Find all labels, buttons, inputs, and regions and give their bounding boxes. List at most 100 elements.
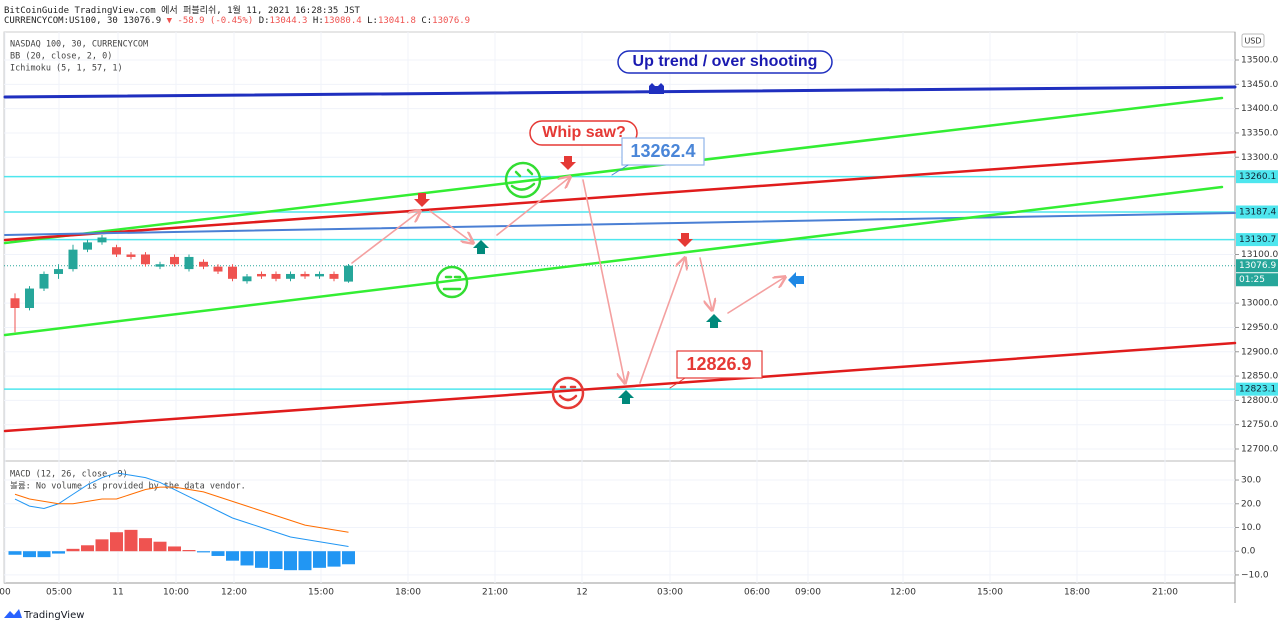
histogram-bar bbox=[110, 532, 123, 552]
y-tick-label: 20.0 bbox=[1241, 499, 1261, 509]
note-pointer bbox=[669, 377, 686, 389]
y-tick-label: 13300.0 bbox=[1241, 153, 1278, 163]
candle-body bbox=[344, 265, 353, 282]
candle-body bbox=[315, 273, 324, 277]
histogram-bar bbox=[313, 551, 326, 568]
cat-icon bbox=[649, 83, 664, 94]
histogram-bar bbox=[182, 550, 196, 552]
price-tag-label: 13260.1 bbox=[1239, 172, 1276, 182]
histogram-bar bbox=[81, 545, 94, 552]
smiley-face bbox=[558, 385, 578, 402]
trend-line bbox=[3, 85, 1237, 99]
histogram-bar bbox=[342, 551, 355, 565]
ohlc-value: 13076.9 bbox=[432, 16, 471, 26]
candle-body bbox=[68, 249, 78, 270]
histogram-bar bbox=[298, 551, 312, 571]
y-tick-label: 30.0 bbox=[1241, 476, 1261, 486]
histogram-bar bbox=[153, 541, 167, 552]
smiley bbox=[435, 265, 469, 299]
histogram-bar bbox=[284, 551, 297, 571]
candle-body bbox=[199, 261, 208, 267]
smiley-face bbox=[510, 168, 536, 191]
price-tag-label: 13130.7 bbox=[1239, 235, 1276, 245]
pane-note: 볼륨: No volume is provided by the data ve… bbox=[10, 481, 246, 492]
y-tick-label: 10.0 bbox=[1241, 523, 1261, 533]
histogram-bar bbox=[95, 539, 109, 552]
price-tag bbox=[1236, 170, 1278, 184]
price-tag bbox=[1236, 259, 1278, 273]
down-arrow bbox=[414, 193, 430, 207]
histogram-bar bbox=[23, 551, 36, 558]
ohlc-key: D: bbox=[258, 16, 270, 26]
macd-line bbox=[14, 472, 349, 547]
trend-line bbox=[3, 185, 1224, 337]
candle-body bbox=[141, 254, 150, 265]
callout-box bbox=[529, 120, 638, 146]
price-note-box bbox=[676, 350, 763, 379]
histogram-bar bbox=[8, 551, 22, 555]
price-note-box bbox=[621, 137, 705, 166]
up-arrow bbox=[618, 390, 634, 404]
y-tick-label: 12900.0 bbox=[1241, 347, 1278, 357]
candle-body bbox=[39, 273, 49, 289]
x-tick-label: 18:00 bbox=[1064, 588, 1090, 598]
annotation: Whip saw? bbox=[542, 124, 626, 141]
candle-body bbox=[300, 273, 310, 277]
path-arrow bbox=[496, 177, 570, 236]
price-tag-label: 13076.9 bbox=[1239, 261, 1276, 271]
candle-body bbox=[83, 242, 92, 250]
histogram-bar bbox=[124, 529, 138, 552]
y-tick-label: 13500.0 bbox=[1241, 56, 1278, 66]
x-tick-label: 21:00 bbox=[1152, 588, 1178, 598]
y-tick-label: 13400.0 bbox=[1241, 104, 1278, 114]
annotation: 13262.4 bbox=[630, 141, 695, 161]
candle-body bbox=[257, 273, 266, 277]
candle-body bbox=[213, 266, 223, 272]
histogram-bar bbox=[240, 551, 254, 566]
ohlc-key: C: bbox=[421, 16, 433, 26]
y-tick-label: 13000.0 bbox=[1241, 299, 1278, 309]
x-tick-label: 06:00 bbox=[744, 588, 770, 598]
symbol: CURRENCYCOM:US100, 30 bbox=[4, 16, 118, 26]
up-arrow bbox=[706, 314, 722, 328]
y-tick-label: 12950.0 bbox=[1241, 323, 1278, 333]
path-arrow bbox=[699, 257, 712, 310]
candle-body bbox=[10, 298, 20, 308]
candle-body bbox=[242, 276, 252, 282]
ohlc-key: L: bbox=[367, 16, 378, 26]
candle-body bbox=[286, 273, 295, 279]
path-arrow bbox=[639, 258, 685, 384]
histogram-bar bbox=[226, 551, 239, 561]
smiley bbox=[504, 161, 542, 199]
x-tick-label: 12:00 bbox=[221, 588, 247, 598]
y-tick-label: 12700.0 bbox=[1241, 445, 1278, 455]
price-tag bbox=[1236, 205, 1278, 219]
histogram-bar bbox=[211, 551, 225, 556]
candle-body bbox=[54, 269, 63, 274]
x-tick-label: 10:00 bbox=[163, 588, 189, 598]
candle-body bbox=[25, 288, 34, 308]
candle-body bbox=[126, 254, 136, 257]
ohlc-value: 13080.4 bbox=[323, 16, 362, 26]
symbol-bar: CURRENCYCOM:US100, 30 13076.9 ▼ -58.9 (-… bbox=[4, 16, 470, 26]
y-tick-label: 0.0 bbox=[1241, 547, 1256, 557]
annotation: 12826.9 bbox=[686, 354, 751, 374]
y-tick-label: 12850.0 bbox=[1241, 372, 1278, 382]
candle-body bbox=[271, 273, 281, 279]
candle-body bbox=[329, 273, 339, 279]
candle-body bbox=[97, 237, 107, 243]
trend-line bbox=[4, 212, 1236, 236]
x-tick-label: 21:00 bbox=[482, 588, 508, 598]
candle-body bbox=[170, 256, 179, 265]
smiley bbox=[551, 376, 585, 410]
ohlc-value: 13041.8 bbox=[377, 16, 416, 26]
legend-item: NASDAQ 100, 30, CURRENCYCOM bbox=[10, 40, 148, 50]
y-tick-label: 13100.0 bbox=[1241, 250, 1278, 260]
x-tick-label: 09:00 bbox=[795, 588, 821, 598]
histogram-bar bbox=[255, 551, 268, 568]
price-tag-label: 01:25 bbox=[1239, 275, 1265, 285]
change: ▼ -58.9 (-0.45%) bbox=[166, 16, 254, 26]
x-tick-label: 11 bbox=[112, 588, 123, 598]
plot-frame bbox=[3, 31, 1236, 584]
